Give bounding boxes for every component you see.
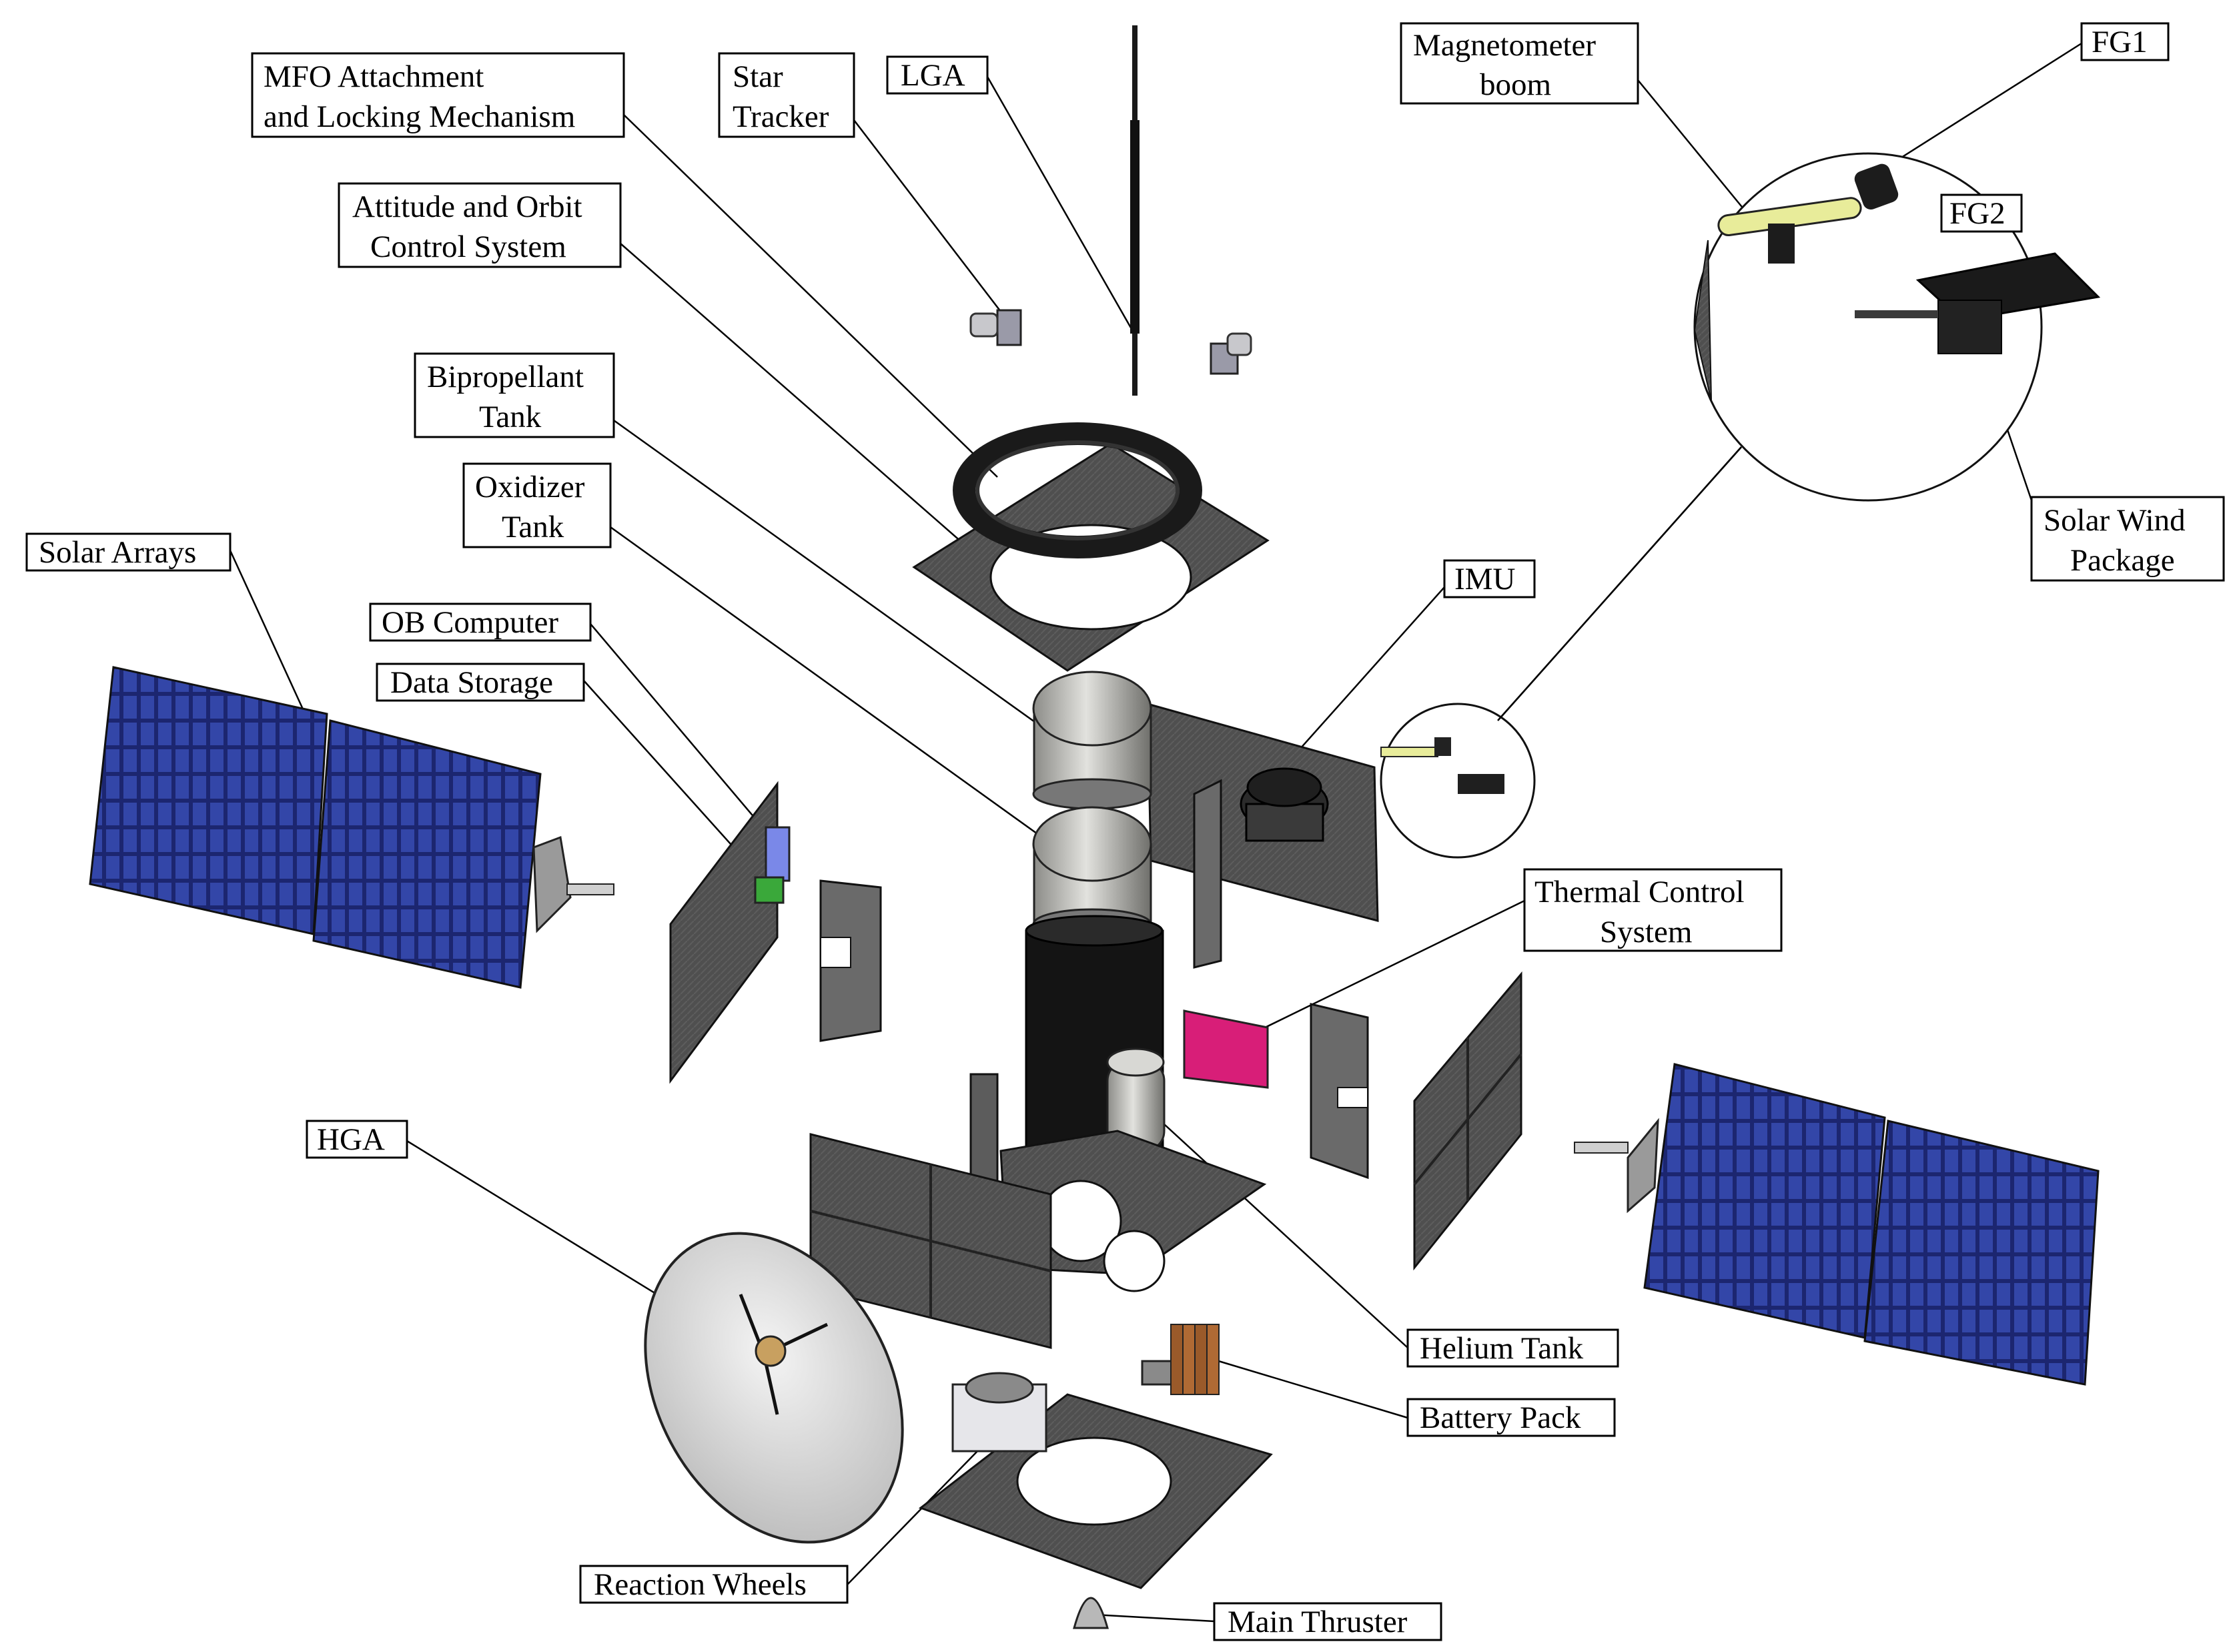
callout-star-tracker: Star Tracker [718, 52, 855, 138]
callout-aocs: Attitude and Orbit Control System [338, 182, 622, 268]
callout-oxidizer-line1: Oxidizer [475, 470, 585, 504]
callout-thermal-line1: Thermal Control [1534, 875, 1745, 909]
callout-oxidizer-line2: Tank [502, 510, 564, 544]
callout-thermal-control: Thermal Control System [1523, 868, 1783, 952]
callout-solar-arrays: Solar Arrays [25, 532, 232, 572]
solar-array-right [1574, 1063, 2100, 1386]
callout-oxidizer-tank: Oxidizer Tank [462, 462, 612, 548]
instrument-inset-large [1693, 152, 2101, 502]
callout-data-storage: Data Storage [376, 663, 585, 702]
far-right-panel [1413, 971, 1522, 1271]
callout-aocs-line2: Control System [370, 230, 566, 264]
callout-fg2: FG2 [1940, 193, 2023, 233]
thermal-control-unit [1183, 1009, 1269, 1089]
callout-ob-computer: OB Computer [369, 602, 592, 642]
lower-left-panel [809, 1133, 1052, 1349]
callout-ob-computer-text: OB Computer [382, 605, 558, 640]
mfo-ring [953, 422, 1202, 558]
callout-mfo-line1: MFO Attachment [264, 59, 484, 94]
callout-thermal-line2: System [1600, 915, 1692, 949]
callout-lga-text: LGA [901, 58, 965, 93]
callout-main-thruster-text: Main Thruster [1228, 1605, 1408, 1639]
ob-computer [765, 826, 791, 882]
callout-magnetometer-line2: boom [1480, 67, 1551, 102]
callout-mfo-line2: and Locking Mechanism [264, 99, 575, 134]
callout-star-tracker-line2: Tracker [733, 99, 829, 134]
callout-mfo: MFO Attachment and Locking Mechanism [251, 52, 625, 138]
callout-hga: HGA [306, 1120, 408, 1159]
inset-connector-line [1497, 446, 1742, 721]
callout-fg2-text: FG2 [1949, 196, 2005, 231]
left-side-panel [669, 781, 779, 1084]
callout-imu: IMU [1443, 559, 1536, 598]
callout-reaction-wheels-text: Reaction Wheels [594, 1567, 807, 1602]
callout-battery-pack-text: Battery Pack [1420, 1400, 1581, 1435]
solar-array-left [89, 666, 614, 989]
callout-main-thruster: Main Thruster [1213, 1602, 1442, 1641]
instrument-inset-small [1380, 703, 1536, 859]
reaction-wheels [951, 1372, 1047, 1453]
callout-helium-tank-text: Helium Tank [1420, 1331, 1584, 1366]
callout-solar-arrays-text: Solar Arrays [39, 535, 196, 570]
callout-lga: LGA [886, 55, 989, 95]
left-shear-panel [819, 879, 882, 1042]
battery-pack [1141, 1324, 1220, 1395]
callout-solar-wind-line1: Solar Wind [2044, 503, 2186, 538]
callout-fg1-text: FG1 [2092, 25, 2148, 59]
callout-helium-tank: Helium Tank [1406, 1328, 1619, 1368]
callout-magnetometer-boom: Magnetometer boom [1400, 22, 1639, 105]
star-tracker-left [969, 309, 1022, 346]
bipropellant-tank [1032, 671, 1152, 810]
mid-right-panel [1310, 1003, 1369, 1180]
star-tracker-right [1210, 332, 1252, 375]
right-shear-panel [1193, 779, 1222, 969]
callout-imu-text: IMU [1454, 562, 1515, 596]
callout-magnetometer-line1: Magnetometer [1413, 28, 1596, 63]
imu-unit [1240, 767, 1329, 842]
callout-reaction-wheels: Reaction Wheels [579, 1565, 849, 1604]
callout-biprop-line1: Bipropellant [427, 360, 584, 394]
callout-hga-text: HGA [317, 1122, 385, 1157]
callout-data-storage-text: Data Storage [390, 665, 553, 700]
callout-star-tracker-line1: Star [733, 59, 783, 94]
lga-antenna [1130, 25, 1140, 396]
callout-fg1: FG1 [2080, 22, 2170, 61]
callout-bipropellant-tank: Bipropellant Tank [414, 352, 615, 438]
callout-biprop-line2: Tank [479, 400, 542, 434]
data-storage [754, 876, 785, 904]
callout-battery-pack: Battery Pack [1406, 1398, 1616, 1437]
callout-solar-wind-line2: Package [2070, 543, 2175, 578]
hga-dish [644, 1232, 904, 1544]
helium-tank [1106, 1048, 1166, 1152]
main-thruster [1073, 1597, 1109, 1629]
callout-aocs-line1: Attitude and Orbit [352, 189, 582, 224]
callout-solar-wind: Solar Wind Package [2030, 496, 2225, 582]
